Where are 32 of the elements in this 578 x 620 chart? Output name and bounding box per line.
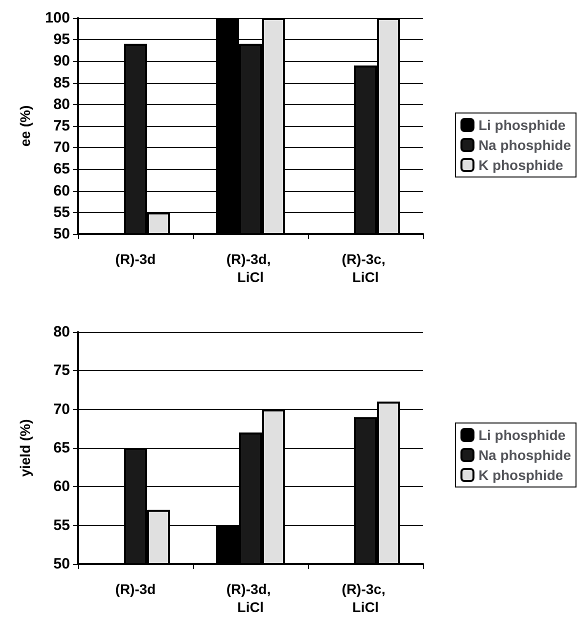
x-tick-label: (R)-3c, LiCl bbox=[342, 581, 390, 615]
y-tick-label: 75 bbox=[53, 118, 70, 134]
y-tick-label: 80 bbox=[53, 324, 70, 340]
x-tick-label: (R)-3c, LiCl bbox=[342, 251, 390, 285]
y-tick-label: 95 bbox=[53, 31, 70, 48]
y-tick-label: 65 bbox=[53, 440, 70, 456]
y-tick-label: 90 bbox=[53, 52, 70, 70]
y-tick-label: 50 bbox=[53, 226, 70, 242]
y-tick-label: 50 bbox=[53, 556, 70, 572]
x-tick-label: (R)-3d, LiCl bbox=[226, 581, 275, 615]
legend-label: Li phosphide bbox=[478, 427, 566, 443]
y-tick-label: 80 bbox=[53, 96, 70, 113]
legend-label: K phosphide bbox=[478, 157, 564, 173]
y-tick-label: 55 bbox=[53, 204, 70, 221]
y-tick-label: 60 bbox=[53, 182, 70, 200]
x-tick-label: (R)-3d bbox=[115, 581, 156, 597]
y-tick-label: 65 bbox=[53, 160, 70, 178]
y-axis-title: yield (%) bbox=[17, 419, 33, 477]
y-tick-label: 70 bbox=[53, 139, 70, 156]
y-tick-label: 100 bbox=[44, 10, 70, 26]
y-tick-label: 85 bbox=[53, 74, 70, 92]
y-axis-title: ee (%) bbox=[17, 105, 33, 147]
y-tick-label: 60 bbox=[53, 478, 70, 496]
legend-label: K phosphide bbox=[478, 467, 564, 483]
y-tick-label: 75 bbox=[53, 362, 70, 380]
x-tick-label: (R)-3d, LiCl bbox=[226, 251, 275, 285]
legend-label: Li phosphide bbox=[478, 117, 566, 133]
y-tick-label: 55 bbox=[53, 516, 70, 534]
legend-label: Na phosphide bbox=[478, 447, 572, 463]
y-tick-label: 70 bbox=[53, 400, 70, 418]
x-tick-label: (R)-3d bbox=[115, 251, 156, 267]
legend-label: Na phosphide bbox=[478, 137, 572, 153]
